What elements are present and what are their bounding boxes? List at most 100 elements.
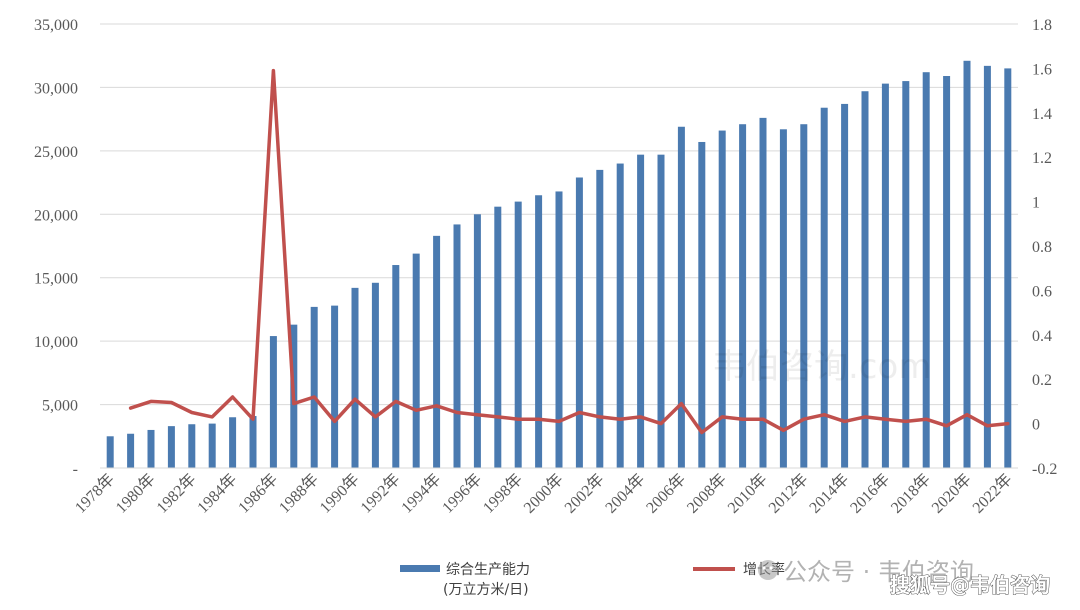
bar (106, 436, 114, 468)
bar (555, 191, 563, 469)
bar (820, 107, 828, 469)
bar (351, 287, 359, 468)
legend-bar-swatch (400, 565, 440, 572)
legend-bar-label: 综合生产能力 (446, 562, 530, 578)
x-tick-label: 2020年 (928, 470, 975, 517)
x-tick-label: 1984年 (194, 470, 241, 517)
x-tick-label: 2014年 (806, 470, 853, 517)
y-right-tick-label: 0.2 (1032, 372, 1052, 389)
bar (718, 130, 726, 468)
bar (616, 163, 624, 469)
bar (800, 124, 808, 469)
x-tick-label: 2006年 (643, 470, 690, 517)
bar (779, 129, 787, 468)
bar (412, 253, 420, 468)
bar (514, 201, 522, 468)
bar (881, 83, 889, 468)
y-left-tick-label: 25,000 (34, 144, 78, 161)
y-right-tick-label: 0 (1032, 417, 1040, 434)
bar (331, 305, 339, 468)
y-right-tick-label: 1.2 (1032, 150, 1052, 167)
x-tick-label: 1990年 (316, 470, 363, 517)
legend-line-swatch (693, 567, 735, 571)
x-tick-label: 2022年 (969, 470, 1016, 517)
watermark-center: 韦伯咨询.com (712, 347, 931, 387)
wechat-watermark-text: 公众号 · 韦伯咨询 (783, 558, 974, 586)
x-tick-label: 2000年 (520, 470, 567, 517)
y-left-tick-label: 15,000 (34, 271, 78, 288)
x-tick-label: 1992年 (357, 470, 404, 517)
bar (167, 426, 175, 468)
x-tick-label: 1994年 (398, 470, 445, 517)
bar (535, 195, 543, 468)
legend-bar-unit: (万立方米/日) (443, 582, 529, 598)
line-series (128, 68, 1010, 435)
bar (902, 81, 910, 468)
x-tick-label: 1998年 (479, 470, 526, 517)
left-axis: - 5,000 10,000 15,000 20,000 25,000 30,000 35,0… (34, 17, 78, 478)
legend: 综合生产能力 (万立方米/日) 增长率 (400, 561, 785, 598)
bar (1004, 68, 1012, 469)
y-left-tick-label: 20,000 (34, 207, 78, 224)
bar (473, 214, 481, 468)
x-tick-label: 1986年 (235, 470, 282, 517)
bar (637, 154, 645, 469)
bar (841, 103, 849, 469)
bar (963, 60, 971, 468)
right-axis: -0.2 0 0.2 0.4 0.6 0.8 1 1.2 1.4 1.6 1.8 (1032, 17, 1057, 478)
x-tick-label: 1982年 (153, 470, 200, 517)
x-tick-label: 2018年 (887, 470, 934, 517)
y-right-tick-label: 1.4 (1032, 106, 1052, 123)
x-axis: 1978年1980年1982年1984年1986年1988年1990年1992年… (71, 467, 1018, 517)
bar (759, 117, 767, 469)
bar (208, 423, 216, 468)
y-right-tick-label: 1 (1032, 195, 1040, 212)
y-right-tick-label: 0.6 (1032, 283, 1052, 300)
wechat-watermark: 公众号 · 韦伯咨询 (758, 558, 974, 586)
wechat-icon (758, 560, 778, 580)
bar (575, 177, 583, 469)
y-right-tick-label: 0.4 (1032, 328, 1052, 345)
x-tick-label: 1978年 (71, 470, 118, 517)
y-left-tick-label: - (73, 461, 78, 478)
x-tick-label: 1988年 (275, 470, 322, 517)
x-tick-label: 2002年 (561, 470, 608, 517)
y-right-tick-label: -0.2 (1032, 461, 1057, 478)
bar (188, 424, 196, 468)
bar (494, 206, 502, 468)
bar (229, 417, 237, 468)
bar (943, 76, 951, 469)
bar (249, 415, 257, 468)
bar (657, 154, 665, 469)
y-right-tick-label: 0.8 (1032, 239, 1052, 256)
y-left-tick-label: 5,000 (42, 398, 78, 415)
y-left-tick-label: 10,000 (34, 334, 78, 351)
bar (392, 265, 400, 468)
bar (269, 336, 277, 468)
bar (922, 72, 930, 468)
bar (127, 433, 135, 468)
y-right-tick-label: 1.8 (1032, 17, 1052, 34)
x-tick-label: 2016年 (847, 470, 894, 517)
x-tick-label: 1980年 (112, 470, 159, 517)
bar (739, 124, 747, 469)
bar (983, 65, 991, 468)
bar (861, 91, 869, 468)
x-tick-label: 1996年 (439, 470, 486, 517)
bar (596, 169, 604, 468)
bar (371, 282, 379, 468)
growth-rate-line (128, 68, 1010, 435)
x-tick-label: 2008年 (683, 470, 730, 517)
y-left-tick-label: 30,000 (34, 80, 78, 97)
sohu-watermark: 搜狐号@韦伯咨询 (890, 573, 1050, 597)
y-left-tick-label: 35,000 (34, 17, 78, 34)
x-tick-label: 2012年 (765, 470, 812, 517)
bar (310, 306, 318, 468)
bar (147, 429, 155, 468)
bar (433, 235, 441, 468)
bar (677, 126, 685, 469)
x-tick-label: 2004年 (602, 470, 649, 517)
y-right-tick-label: 1.6 (1032, 61, 1052, 78)
bar (453, 224, 461, 468)
